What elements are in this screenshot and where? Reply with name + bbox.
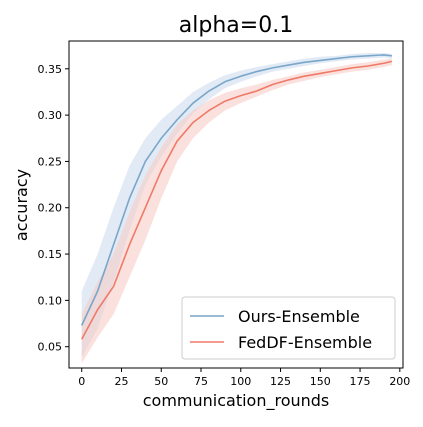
x-tick-label: 100 (230, 375, 251, 388)
x-tick-label: 75 (194, 375, 208, 388)
x-tick-label: 0 (78, 375, 85, 388)
x-tick-label: 25 (114, 375, 128, 388)
x-axis: 0 25 50 75 100 125 150 175 200 (78, 368, 410, 388)
y-tick-label: 0.10 (38, 294, 63, 307)
series-line-ours-ensemble (80, 54, 392, 326)
y-tick-label: 0.35 (38, 63, 63, 76)
series-line-feddf-ensemble (81, 60, 393, 340)
x-axis-label: communication_rounds (143, 391, 330, 411)
plot-area-frame (68, 40, 404, 369)
y-tick-label: 0.30 (38, 109, 63, 122)
legend-label-feddf-ensemble: FedDF-Ensemble (238, 333, 372, 352)
x-tick-label: 150 (310, 375, 331, 388)
y-axis: 0.05 0.10 0.15 0.20 0.25 0.30 0.35 (38, 63, 69, 354)
y-tick-label: 0.05 (38, 341, 63, 354)
legend: Ours-Ensemble FedDF-Ensemble (181, 296, 396, 360)
chart-title: alpha=0.1 (179, 13, 293, 38)
y-axis-label: accuracy (12, 169, 31, 241)
y-tick-label: 0.20 (38, 202, 63, 215)
x-tick-label: 175 (350, 375, 371, 388)
y-tick-label: 0.25 (38, 155, 63, 168)
band-ours-ensemble (81, 53, 392, 358)
x-tick-label: 50 (154, 375, 168, 388)
x-tick-label: 200 (389, 375, 410, 388)
legend-box (181, 296, 396, 360)
legend-label-ours-ensemble: Ours-Ensemble (238, 307, 360, 326)
series-lines (80, 54, 393, 340)
y-tick-label: 0.15 (38, 248, 63, 261)
x-tick-label: 125 (270, 375, 291, 388)
